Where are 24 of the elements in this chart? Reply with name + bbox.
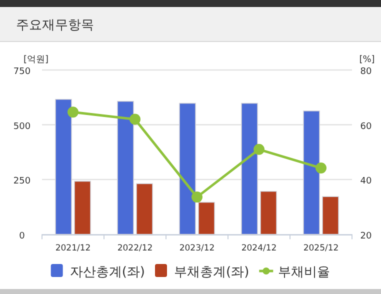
legend-label: 부채총계(좌) bbox=[174, 265, 250, 280]
y-tick-label: 750 bbox=[13, 67, 31, 77]
y2-tick-label: 60 bbox=[360, 122, 372, 132]
x-tick-label: 2021/12 bbox=[55, 243, 91, 254]
y2-axis-title: [%] bbox=[359, 55, 375, 65]
y-axis-title: [억원] bbox=[23, 55, 49, 65]
legend-label: 자산총계(좌) bbox=[70, 265, 145, 280]
y-tick-label: 250 bbox=[13, 176, 31, 187]
chart-title: 주요재무항목 bbox=[16, 18, 94, 33]
point bbox=[192, 192, 202, 203]
y2-tick-label: 20 bbox=[360, 231, 372, 242]
point bbox=[130, 114, 140, 125]
y-tick-label: 0 bbox=[19, 231, 26, 242]
y2-tick-label: 40 bbox=[360, 176, 372, 187]
point bbox=[68, 106, 78, 118]
x-tick-label: 2022/12 bbox=[117, 243, 153, 254]
point bbox=[254, 144, 264, 155]
legend-label: 부채비율 bbox=[278, 265, 330, 280]
y-tick-label: 500 bbox=[13, 122, 31, 132]
x-tick-label: 2024/12 bbox=[241, 243, 277, 254]
x-tick-label: 2025/12 bbox=[303, 243, 339, 254]
x-tick-label: 2023/12 bbox=[179, 243, 215, 254]
point bbox=[316, 162, 326, 174]
y2-tick-label: 80 bbox=[360, 67, 372, 77]
